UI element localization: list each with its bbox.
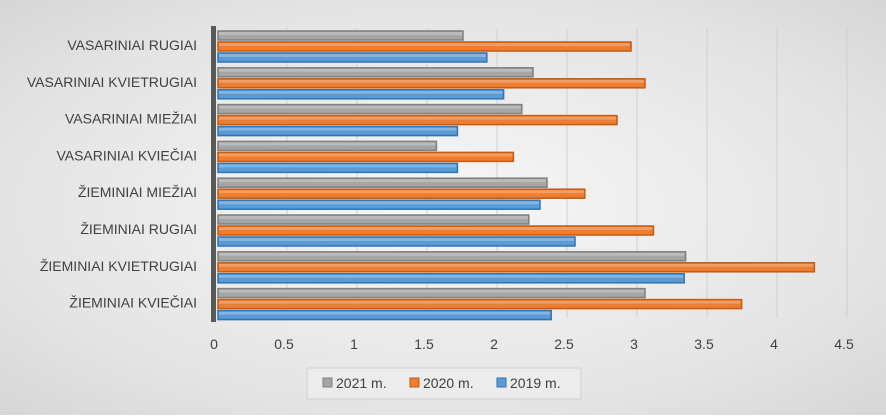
bar-highlight <box>219 227 653 230</box>
x-tick-label: 3 <box>630 336 638 352</box>
bar-highlight <box>219 127 457 131</box>
x-tick-label: 3.5 <box>694 336 714 352</box>
bar-2021-m- <box>217 103 523 115</box>
bar-2020-m- <box>217 114 618 126</box>
y-axis <box>211 26 216 322</box>
bar-2021-m- <box>217 287 646 299</box>
bar-highlight <box>219 300 741 304</box>
bar-2019-m- <box>217 273 685 284</box>
bar-2019-m- <box>217 52 488 63</box>
bar-2021-m- <box>217 251 687 262</box>
bar-2020-m- <box>217 151 515 163</box>
bar-2021-m- <box>217 140 438 152</box>
legend-swatch <box>322 377 333 388</box>
x-tick-label: 2.5 <box>554 336 574 352</box>
x-tick-label: 4 <box>770 336 778 352</box>
bar-2019-m- <box>217 125 459 137</box>
bar-2019-m- <box>217 89 505 100</box>
category-label: ŽIEMINIAI RUGIAI <box>80 221 197 237</box>
bar-highlight <box>219 164 457 168</box>
bar-2020-m- <box>217 78 646 89</box>
bar-highlight <box>219 79 644 83</box>
bar-highlight <box>219 68 532 72</box>
bar-highlight <box>219 105 521 109</box>
bar-highlight <box>219 274 684 278</box>
legend-label: 2021 m. <box>336 375 387 391</box>
bar-highlight <box>219 90 503 94</box>
x-tick-label: 1 <box>350 336 358 352</box>
bar-2020-m- <box>217 188 586 199</box>
legend-swatch <box>409 377 420 388</box>
category-label: ŽIEMINIAI KVIETRUGIAI <box>40 258 197 274</box>
category-label: VASARINIAI KVIEČIAI <box>56 147 197 163</box>
legend <box>306 367 582 400</box>
legend-swatch <box>496 377 507 388</box>
bar-highlight <box>219 238 574 241</box>
bar-2020-m- <box>217 225 655 236</box>
bar-2021-m- <box>217 67 534 78</box>
bar-2019-m- <box>217 309 552 321</box>
bar-highlight <box>219 153 513 157</box>
legend-label: 2020 m. <box>423 375 474 391</box>
bar-highlight <box>219 116 616 120</box>
bar-highlight <box>219 54 486 57</box>
bar-highlight <box>219 311 551 315</box>
bar-highlight <box>219 201 539 205</box>
bar-highlight <box>219 43 630 46</box>
category-label: ŽIEMINIAI KVIEČIAI <box>69 295 197 311</box>
category-label: VASARINIAI MIEŽIAI <box>65 111 197 127</box>
bar-highlight <box>219 289 644 293</box>
bar-2021-m- <box>217 177 548 188</box>
x-tick-label: 0 <box>210 336 218 352</box>
bar-2020-m- <box>217 41 632 52</box>
bar-highlight <box>219 190 584 194</box>
x-tick-label: 1.5 <box>414 336 434 352</box>
bar-2019-m- <box>217 236 576 247</box>
category-label: ŽIEMINIAI MIEŽIAI <box>78 184 197 200</box>
x-tick-label: 4.5 <box>834 336 854 352</box>
bar-2020-m- <box>217 262 816 273</box>
category-label: VASARINIAI KVIETRUGIAI <box>27 74 197 90</box>
bar-2020-m- <box>217 298 743 310</box>
bar-2021-m- <box>217 214 530 225</box>
bar-2019-m- <box>217 199 541 210</box>
legend-label: 2019 m. <box>510 375 561 391</box>
bar-highlight <box>219 252 685 256</box>
x-tick-label: 2 <box>490 336 498 352</box>
bar-highlight <box>219 142 436 146</box>
bar-2019-m- <box>217 162 459 174</box>
category-label: VASARINIAI RUGIAI <box>67 37 197 53</box>
x-tick-label: 0.5 <box>274 336 294 352</box>
bar-highlight <box>219 263 814 267</box>
bar-2021-m- <box>217 30 464 41</box>
bar-highlight <box>219 179 546 183</box>
bar-highlight <box>219 216 528 219</box>
bar-highlight <box>219 32 462 35</box>
